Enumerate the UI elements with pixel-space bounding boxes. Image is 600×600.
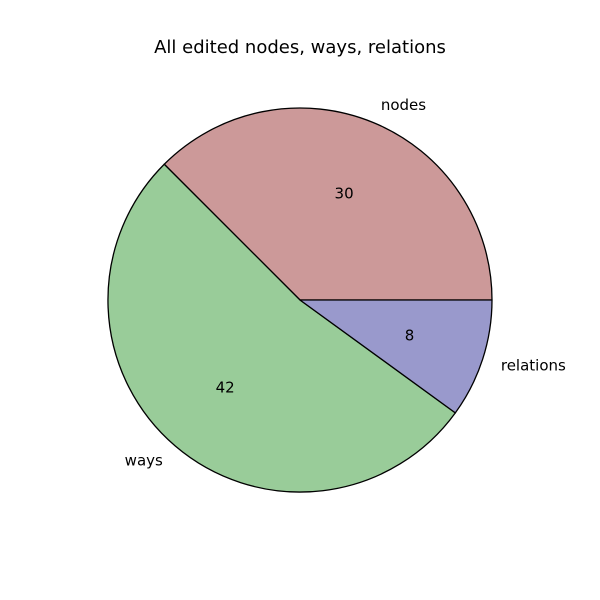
slice-value-nodes: 30 bbox=[335, 185, 354, 203]
pie-slice-ways bbox=[107, 163, 456, 493]
slice-label-relations: relations bbox=[501, 356, 566, 374]
pie-labels: nodes 30 ways 42 relations 8 bbox=[125, 96, 566, 470]
slice-value-ways: 42 bbox=[216, 379, 235, 397]
slice-label-ways: ways bbox=[125, 452, 163, 470]
chart-title: All edited nodes, ways, relations bbox=[154, 37, 446, 58]
pie-slice-nodes bbox=[163, 107, 493, 301]
slice-label-nodes: nodes bbox=[381, 96, 426, 114]
pie-slice-relations bbox=[299, 299, 493, 414]
pie-slices bbox=[107, 107, 493, 493]
slice-value-relations: 8 bbox=[405, 327, 415, 345]
